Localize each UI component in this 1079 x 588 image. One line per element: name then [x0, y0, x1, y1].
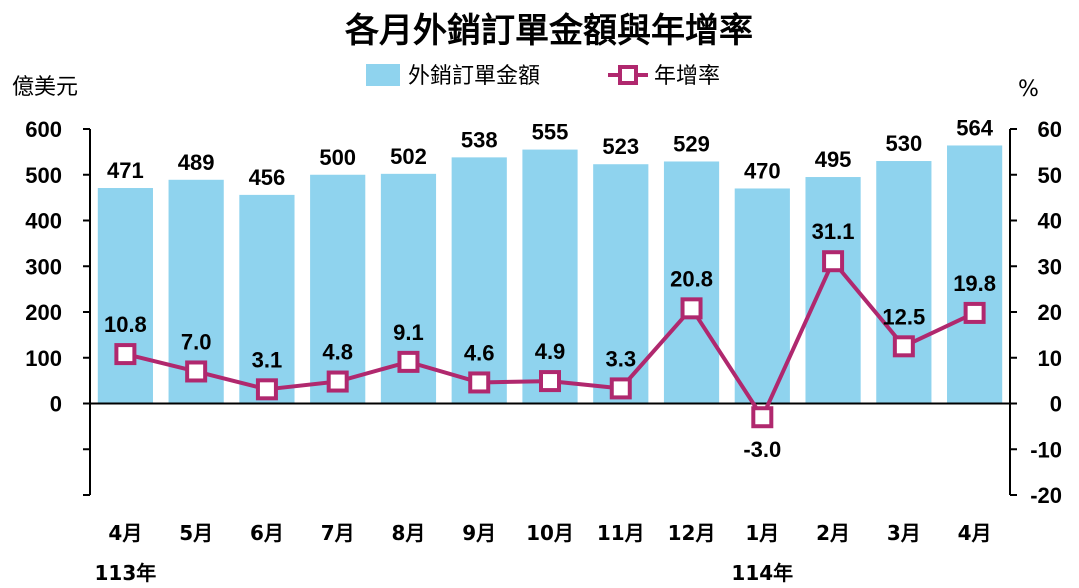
growth-marker [468, 371, 491, 394]
bar [734, 188, 790, 404]
bar [593, 164, 649, 404]
right-tick-label: 30 [1038, 254, 1062, 279]
left-tick-label: 300 [25, 254, 62, 279]
right-tick-label: 0 [1050, 392, 1062, 417]
legend-bar-swatch [366, 64, 400, 86]
right-axis-unit: % [1018, 77, 1039, 102]
bar [310, 174, 366, 404]
bar [239, 194, 295, 404]
legend-bar-label: 外銷訂單金額 [408, 64, 540, 89]
growth-value-label: 4.9 [535, 339, 566, 364]
right-tick-label: -10 [1030, 437, 1062, 462]
growth-value-label: 4.6 [464, 340, 495, 365]
axes: 0 100 200 300 400 500 600 -20 -10 0 10 20 30 40 50 60 [25, 117, 1062, 508]
category-labels: 4月 5月 6月 7月 8月 9月 10月 11月 12月 1月 2月 3月 4月 113年 114年 [95, 521, 992, 585]
left-tick-label: 200 [25, 300, 62, 325]
line-series [114, 250, 986, 429]
growth-value-label: 4.8 [322, 340, 353, 365]
bar-value-label: 555 [532, 120, 569, 145]
category-label: 9月 [462, 521, 496, 545]
growth-marker [397, 350, 420, 373]
category-label: 1月 [745, 521, 779, 545]
growth-marker [822, 250, 845, 273]
left-tick-label: 600 [25, 117, 62, 142]
left-tick-label: 100 [25, 346, 62, 371]
growth-marker [255, 378, 278, 401]
category-label: 2月 [816, 521, 850, 545]
growth-marker [326, 370, 349, 393]
legend: 外銷訂單金額 年增率 [366, 64, 720, 89]
category-label: 12月 [668, 521, 716, 545]
right-tick-label: 40 [1038, 209, 1062, 234]
bar-value-label: 489 [178, 150, 215, 175]
bar-series [97, 145, 1003, 404]
bar [522, 149, 578, 404]
bar-value-label: 470 [744, 158, 781, 183]
right-tick-label: 60 [1038, 117, 1062, 142]
bar-value-label: 564 [956, 115, 993, 140]
growth-marker [609, 377, 632, 400]
bar [876, 161, 932, 404]
category-label: 3月 [887, 521, 921, 545]
data-labels: 471 489 456 500 502 538 555 523 529 470 495 530 564 1… [104, 115, 996, 462]
category-label: 6月 [250, 521, 284, 545]
bar [805, 177, 861, 404]
growth-value-label: 10.8 [104, 312, 147, 337]
left-tick-label: 500 [25, 163, 62, 188]
bar [97, 188, 153, 404]
year-label: 113年 [95, 561, 157, 585]
right-tick-label: 10 [1038, 346, 1062, 371]
bar [663, 161, 720, 404]
bar-value-label: 456 [249, 165, 286, 190]
right-tick-label: 50 [1038, 163, 1062, 188]
bar-value-label: 538 [461, 127, 498, 152]
left-tick-label: 0 [50, 392, 62, 417]
growth-value-label: 7.0 [181, 329, 212, 354]
right-tick-label: -20 [1030, 483, 1062, 508]
bar [947, 145, 1003, 404]
category-label: 7月 [321, 521, 355, 545]
bar-value-label: 523 [602, 134, 639, 159]
growth-marker [185, 360, 208, 383]
category-label: 8月 [392, 521, 426, 545]
growth-marker [680, 297, 703, 320]
growth-value-label: 20.8 [670, 266, 713, 291]
legend-line-marker [618, 65, 638, 85]
left-axis-unit: 億美元 [12, 75, 78, 100]
year-label: 114年 [731, 561, 793, 585]
category-label: 10月 [526, 521, 574, 545]
category-label: 4月 [108, 521, 142, 545]
bar-value-label: 502 [390, 144, 427, 169]
bar [451, 157, 507, 404]
category-label: 4月 [958, 521, 992, 545]
growth-marker [963, 301, 986, 324]
right-tick-label: 20 [1038, 300, 1062, 325]
bar-value-label: 500 [319, 145, 356, 170]
growth-marker [751, 406, 774, 429]
growth-marker [539, 370, 561, 393]
category-label: 11月 [597, 521, 645, 545]
left-tick-label: 400 [25, 209, 62, 234]
growth-value-label: 3.3 [605, 346, 636, 371]
bar-value-label: 530 [885, 131, 922, 156]
chart-title: 各月外銷訂單金額與年增率 [345, 11, 753, 51]
growth-value-label: 12.5 [882, 304, 925, 329]
bar-value-label: 529 [673, 131, 710, 156]
growth-value-label: 9.1 [393, 320, 424, 345]
legend-line-label: 年增率 [654, 64, 720, 89]
growth-marker [892, 335, 915, 358]
growth-value-label: -3.0 [743, 437, 781, 462]
bar-value-label: 495 [815, 147, 852, 172]
growth-value-label: 31.1 [812, 219, 855, 244]
bar-value-label: 471 [107, 158, 144, 183]
growth-marker [114, 343, 137, 366]
growth-value-label: 19.8 [953, 271, 996, 296]
category-label: 5月 [179, 521, 213, 545]
growth-value-label: 3.1 [252, 347, 283, 372]
